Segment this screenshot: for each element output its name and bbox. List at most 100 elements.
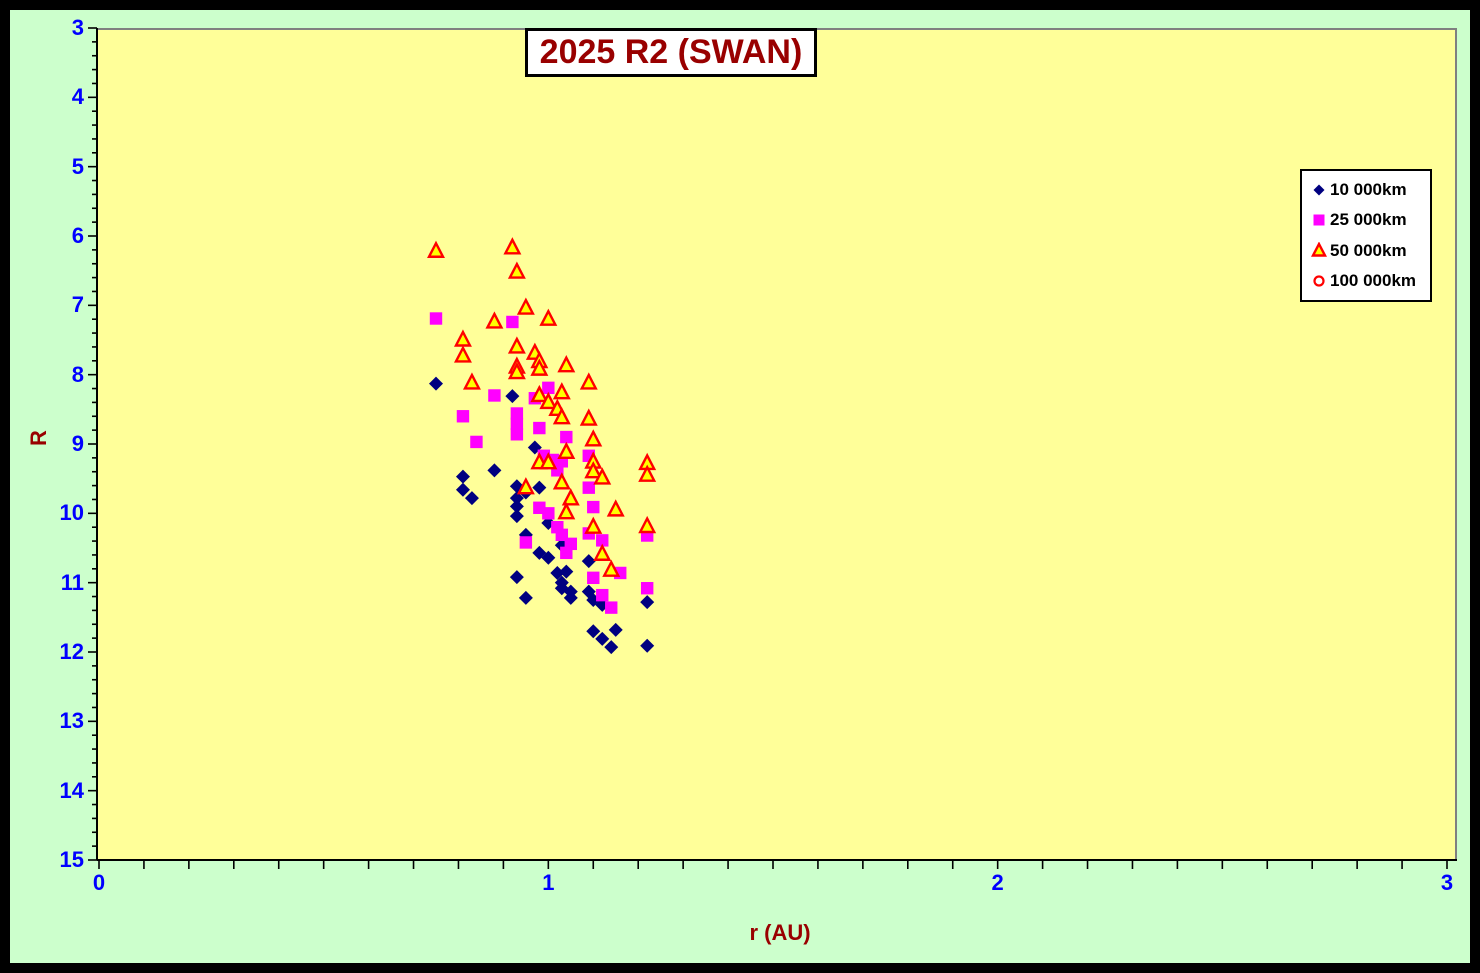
data-point-square [533,421,546,435]
data-point-triangle [593,543,612,561]
legend-triangle-icon [1311,241,1327,257]
scatter-plot-layer [88,27,1457,869]
data-point-diamond [586,624,601,639]
data-point-triangle [507,261,526,279]
data-point-diamond [464,491,479,506]
data-point-triangle [503,237,522,255]
data-point-diamond [550,565,565,580]
data-point-triangle [593,467,612,485]
y-tick-label: 15 [59,847,84,872]
data-point-square [605,601,618,614]
data-point-square [596,534,609,547]
data-point-diamond [455,469,470,484]
series-triangle [427,237,657,577]
data-point-diamond [640,638,655,653]
data-point-triangle [453,345,472,363]
data-point-diamond [509,570,524,585]
data-point-triangle [552,382,571,400]
data-point-diamond [640,595,655,610]
data-point-diamond [518,590,533,605]
legend-item-label: 50 000km [1330,240,1407,260]
x-tick-label: 1 [542,870,555,895]
legend-marker-circle [1313,275,1325,287]
data-point-diamond [559,564,574,579]
data-point-diamond [581,554,596,569]
data-point-diamond [604,640,619,655]
data-point-diamond [509,499,524,514]
data-point-triangle [579,408,598,426]
legend-diamond-icon [1313,184,1325,196]
data-point-triangle [606,499,625,517]
data-point-square [519,536,533,549]
legend-item: 25 000km [1310,207,1430,233]
y-tick-label: 10 [59,500,84,526]
data-point-diamond [541,550,556,565]
data-point-triangle [516,297,535,315]
x-tick-label: 2 [991,870,1004,895]
data-point-triangle [462,372,481,390]
data-point-square [542,381,555,395]
legend-item: 10 000km [1310,177,1430,203]
y-tick-label: 9 [71,431,84,456]
data-point-triangle [507,336,526,354]
data-point-square [542,507,555,520]
data-point-triangle [552,472,571,490]
data-point-triangle [530,384,549,403]
data-point-diamond [429,376,443,391]
data-point-diamond [595,631,610,646]
data-point-diamond [455,482,470,497]
data-point-triangle [539,452,558,470]
legend-item-label: 25 000km [1330,210,1407,230]
y-tick-label: 12 [59,639,84,664]
data-point-triangle [584,461,603,479]
data-point-square [560,546,573,560]
data-point-triangle [539,391,558,410]
data-point-triangle [427,240,445,258]
data-point-triangle [507,361,526,380]
data-point-square [587,571,600,585]
data-point-triangle [561,488,580,506]
data-point-triangle [552,407,571,425]
y-tick-label: 11 [60,569,84,595]
data-point-square [488,389,501,402]
data-point-square [582,481,595,494]
legend: 10 000km 25 000km 50 000km 100 000km [1300,169,1432,302]
data-point-square [456,410,470,423]
legend-square-icon [1313,214,1325,226]
data-point-triangle [638,515,657,534]
legend-marker-diamond [1313,184,1325,196]
legend-marker-square [1313,214,1325,226]
data-point-square [429,312,443,325]
y-tick-label: 13 [59,708,84,734]
y-tick-label: 6 [71,223,84,248]
x-axis-title: r (AU) [749,920,811,945]
plot-area [97,28,1457,860]
legend-item-label: 100 000km [1330,270,1417,290]
data-point-triangle [453,329,472,347]
data-point-diamond [532,480,547,495]
data-point-square [510,417,524,431]
data-point-square [510,407,524,420]
legend-circle-icon [1313,275,1325,287]
data-point-triangle [516,477,535,495]
legend-item-label: 10 000km [1330,180,1407,200]
chart-title-box: 2025 R2 (SWAN) [525,28,817,77]
data-point-triangle [584,429,603,447]
data-point-triangle [485,311,504,329]
data-point-triangle [557,441,576,460]
data-point-triangle [602,559,621,577]
data-point-square [470,435,483,449]
data-point-triangle [584,516,603,534]
legend-item: 100 000km [1310,268,1430,294]
y-tick-label: 8 [71,361,84,387]
data-point-triangle [638,464,657,482]
data-point-diamond [509,509,524,524]
data-point-diamond [505,389,520,404]
data-point-triangle [579,372,598,390]
x-tick-label: 3 [1440,870,1454,895]
data-point-square [640,582,654,595]
y-tick-label: 3 [71,15,84,40]
data-point-square [510,428,524,441]
data-point-square [596,588,609,602]
data-point-diamond [563,590,578,605]
